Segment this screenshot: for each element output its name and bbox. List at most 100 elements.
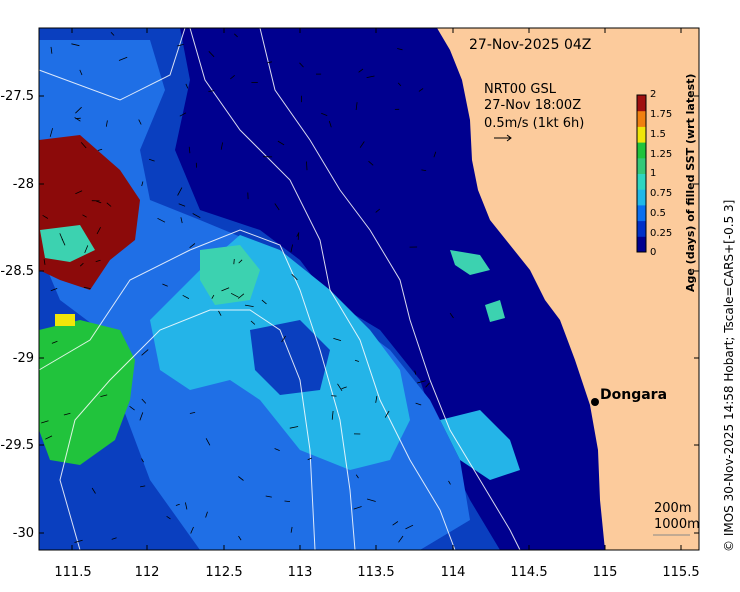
isobath-200m: [259, 27, 521, 551]
current-vector: [398, 535, 404, 543]
plot-area: [38, 27, 699, 551]
current-vector: [205, 438, 211, 446]
current-vector: [290, 244, 293, 253]
sst-region-teal-small: [485, 300, 505, 322]
current-vector: [337, 383, 343, 392]
current-vector: [157, 217, 166, 223]
current-vector: [433, 151, 437, 158]
sst-region-teal-west: [200, 245, 260, 305]
isobath-offshore-1: [38, 27, 186, 101]
current-vector: [208, 51, 215, 58]
current-vector: [397, 82, 402, 87]
lat-tick: -28.5: [0, 264, 34, 279]
current-vector: [238, 259, 243, 264]
current-vector: [211, 294, 215, 299]
current-vector: [354, 359, 360, 362]
colorbar-tick: 2: [650, 89, 657, 100]
colorbar-tick: 0.25: [650, 228, 673, 239]
current-vector: [82, 214, 87, 218]
current-vector: [139, 412, 144, 421]
isobath-contours: [38, 27, 521, 551]
current-vector: [233, 258, 235, 265]
current-vector: [397, 48, 403, 51]
current-vector: [230, 74, 235, 80]
current-vector: [341, 386, 347, 390]
lat-tick: -28: [12, 177, 34, 192]
colorbar-segment: [637, 173, 646, 190]
sst-region-teal-patch: [450, 250, 490, 275]
lon-tick: 112.5: [205, 565, 243, 580]
colorbar-frame: [636, 94, 647, 253]
lon-tick: 115.5: [662, 565, 700, 580]
current-vector: [45, 435, 53, 440]
current-vector: [42, 214, 49, 219]
current-vectors: [41, 32, 454, 543]
current-vector: [140, 485, 146, 488]
current-vector: [307, 457, 312, 461]
current-vector: [358, 68, 364, 73]
current-vector: [50, 288, 58, 292]
current-vector: [414, 370, 417, 375]
current-vector: [141, 181, 144, 187]
current-vector: [75, 106, 82, 114]
colorbar-tick: 0.5: [650, 208, 666, 219]
current-vector: [375, 208, 381, 213]
current-vector: [421, 169, 427, 171]
current-vector: [100, 394, 108, 397]
current-vector: [244, 304, 254, 307]
colorbar-tick: 0: [650, 247, 657, 258]
current-vector: [74, 117, 81, 122]
lon-tick: 114: [440, 565, 466, 580]
axis-ticks: [39, 28, 699, 550]
current-vector: [353, 506, 362, 510]
current-vector: [84, 245, 89, 254]
vector-scale-arrowhead: [506, 134, 512, 142]
current-vector: [277, 140, 285, 146]
dongara-marker: [591, 398, 599, 406]
sst-region-yellow: [55, 314, 75, 326]
colorbar-segment: [637, 157, 646, 174]
current-vector: [281, 335, 286, 343]
current-vector: [63, 412, 71, 416]
current-vector: [366, 75, 375, 78]
current-vector: [208, 90, 215, 92]
current-vector: [189, 243, 196, 249]
current-time-label: 27-Nov 18:00Z: [484, 98, 582, 113]
current-vector: [205, 511, 208, 518]
current-source-label: NRT00 GSL: [484, 82, 556, 97]
current-vector: [221, 287, 230, 292]
vector-scale-label: 0.5m/s (1kt 6h): [484, 116, 585, 131]
current-vector: [110, 32, 115, 36]
colorbar-segment: [637, 236, 646, 253]
current-vector: [250, 320, 256, 325]
current-vector: [392, 521, 399, 526]
colorbar-tick: 0.75: [650, 188, 673, 199]
colorbar-segment: [637, 142, 646, 159]
current-vector: [177, 44, 184, 47]
colorbar-title: Age (days) of filled SST (wrt latest): [684, 73, 697, 292]
current-vector: [129, 405, 135, 411]
current-vector: [59, 233, 64, 241]
current-vector: [111, 537, 117, 540]
plot-frame: [38, 27, 700, 551]
current-vector: [106, 202, 112, 207]
current-vector: [359, 141, 365, 148]
current-vector: [182, 294, 190, 299]
current-vector: [405, 524, 414, 530]
current-vector: [418, 88, 424, 92]
current-vector: [449, 312, 454, 319]
current-vector: [333, 338, 342, 341]
current-vector: [368, 160, 374, 166]
current-vector: [234, 33, 238, 38]
lon-tick: 115: [592, 565, 618, 580]
isobath-1000m: [189, 27, 456, 551]
current-vector: [105, 120, 108, 127]
current-vector: [141, 349, 149, 356]
current-vector: [162, 283, 168, 287]
current-vector: [284, 500, 291, 502]
current-vector: [97, 148, 103, 151]
current-vector: [328, 120, 332, 128]
colorbar-tick: 1: [650, 168, 657, 179]
current-vector: [238, 535, 242, 541]
